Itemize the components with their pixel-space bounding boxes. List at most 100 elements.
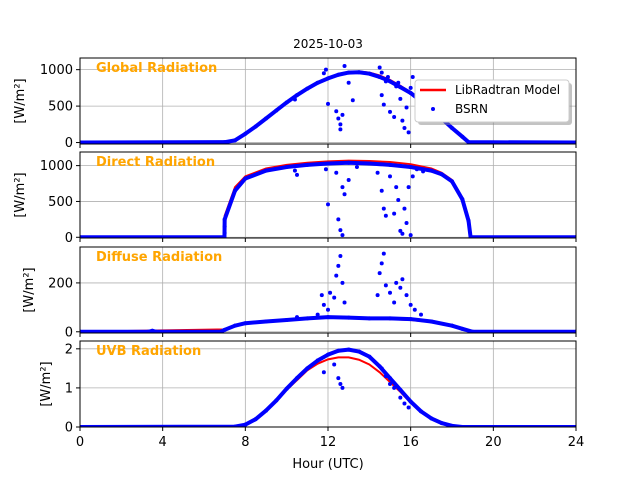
bsrn-point [319,293,324,298]
bsrn-point [233,188,237,193]
bsrn-point [398,85,403,90]
bsrn-point [398,228,403,233]
panel-title: UVB Radiation [96,344,201,359]
bsrn-point [388,79,392,84]
bsrn-point [346,70,351,75]
bsrn-point [222,230,227,235]
bsrn-point [328,290,333,295]
bsrn-point [342,192,347,197]
bsrn-point [295,315,299,320]
x-axis-label: Hour (UTC) [292,457,363,472]
chart-title: 2025-10-03 [293,37,363,51]
bsrn-point [367,354,372,359]
bsrn-point [332,295,337,300]
x-tick-label: 0 [76,435,84,450]
bsrn-point [342,64,347,69]
bsrn-point [439,172,444,177]
panel-direct-radiation: 0 500 1000 [W/m²] Direct Radiation [13,151,577,246]
bsrn-point [334,170,339,175]
bsrn-point [357,349,361,354]
bsrn-point [466,218,471,223]
bsrn-point [400,231,405,236]
bsrn-point [388,290,392,295]
x-tick-label: 24 [568,435,585,450]
bsrn-point [336,376,341,381]
bsrn-point [243,176,248,181]
y-tick-label: 0 [65,231,73,246]
bsrn-point [385,74,390,79]
legend-bsrn-swatch [431,107,435,111]
bsrn-point [315,312,320,317]
bsrn-point [460,326,465,331]
bsrn-point [367,316,372,321]
bsrn-point [284,100,289,105]
bsrn-point [146,329,151,333]
bsrn-point [408,85,413,90]
bsrn-point [383,374,388,379]
bsrn-point [394,280,399,285]
y-tick-label: 1000 [40,63,73,78]
bsrn-point [377,74,382,79]
bsrn-point [321,71,326,76]
bsrn-point [367,71,372,76]
bsrn-point [326,161,330,166]
bsrn-point [396,198,401,203]
bsrn-point [367,161,372,166]
bsrn-point [402,206,407,211]
bsrn-point [222,235,227,238]
y-tick-label: 500 [48,100,73,115]
bsrn-point [326,315,330,320]
bsrn-point [383,79,388,84]
bsrn-point [346,315,351,320]
legend-bsrn-label: BSRN [455,102,488,116]
bsrn-point [233,424,237,427]
bsrn-point [450,125,454,130]
bsrn-point [429,168,434,173]
bsrn-point [388,174,392,179]
bsrn-point [379,366,384,371]
bsrn-point [406,405,411,410]
bsrn-point [326,307,330,312]
bsrn-point [412,307,417,312]
bsrn-point [346,160,351,165]
bsrn-point [450,179,454,184]
bsrn-point [292,168,297,173]
panel-title: Direct Radiation [96,155,215,170]
bsrn-point [429,319,434,324]
x-tick-label: 8 [241,435,249,450]
bsrn-point [388,316,392,321]
bsrn-point [326,76,330,81]
bsrn-point [375,293,380,298]
bsrn-point [264,168,268,173]
bsrn-point [466,140,471,144]
y-axis-label: [W/m²] [13,78,28,123]
bsrn-point [439,421,444,426]
bsrn-point [354,165,359,170]
bsrn-point [410,74,415,79]
bsrn-point [383,283,388,288]
x-tick-label: 16 [402,435,419,450]
bsrn-point [392,115,397,120]
y-axis-label: [W/m²] [13,172,28,217]
bsrn-point [292,97,297,102]
bsrn-point [388,376,392,381]
y-tick-label: 1000 [40,159,73,174]
bsrn-point [398,285,403,290]
bsrn-point [321,370,326,375]
bsrn-point [410,174,415,179]
bsrn-point [274,398,279,403]
bsrn-point [222,224,227,229]
bsrn-point [346,177,351,182]
legend-box [414,79,570,123]
bsrn-point [392,300,397,305]
bsrn-point [392,211,397,216]
bsrn-point [379,188,384,193]
bsrn-point [419,409,423,414]
bsrn-point [388,109,392,114]
bsrn-point [338,228,343,233]
y-tick-label: 200 [48,276,73,291]
y-axis-label: [W/m²] [39,361,54,406]
bsrn-point [222,217,227,222]
bsrn-point [398,96,403,101]
bsrn-point [400,277,405,282]
